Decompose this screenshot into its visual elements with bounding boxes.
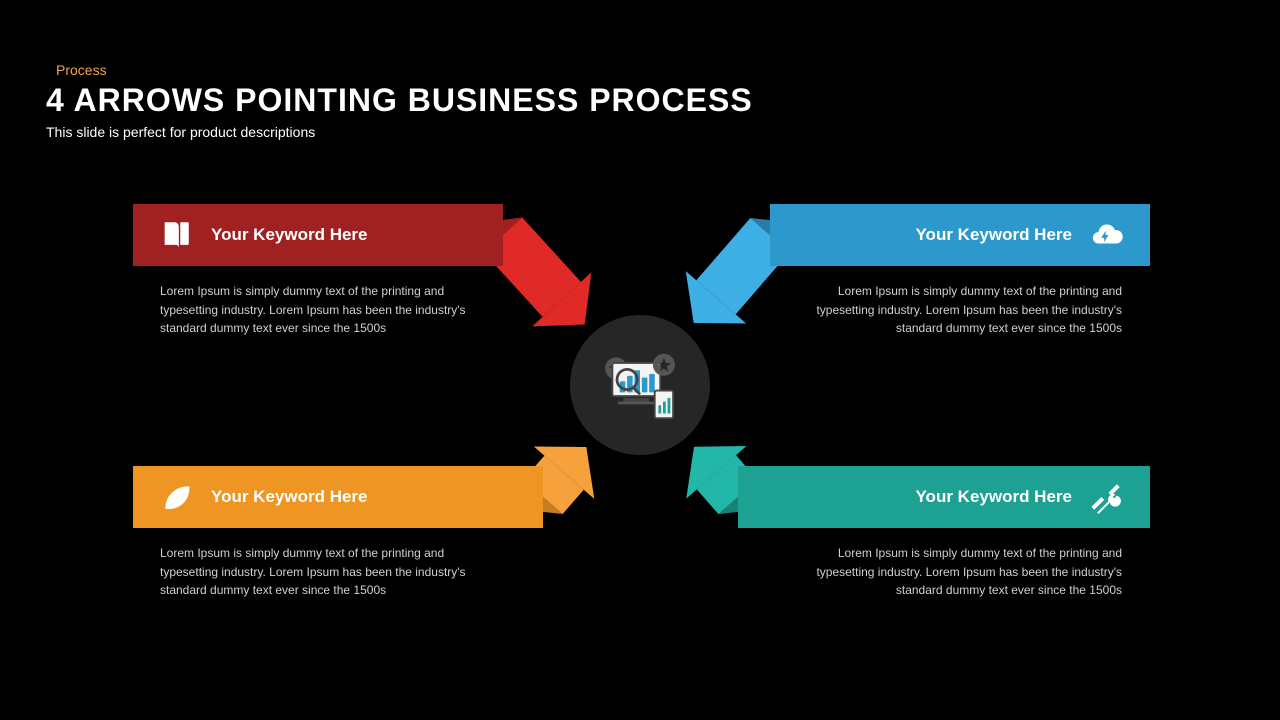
box-bl-label: Your Keyword Here — [211, 487, 368, 507]
box-top-right: Your Keyword Here — [770, 204, 1150, 266]
center-hub — [562, 307, 718, 463]
book-icon — [159, 218, 193, 252]
cloud-icon — [1090, 218, 1124, 252]
box-tl-label: Your Keyword Here — [211, 225, 368, 245]
tools-icon — [1090, 480, 1124, 514]
analytics-icon — [594, 339, 686, 431]
desc-bottom-left: Lorem Ipsum is simply dummy text of the … — [160, 544, 492, 600]
desc-top-left: Lorem Ipsum is simply dummy text of the … — [160, 282, 470, 338]
desc-top-right: Lorem Ipsum is simply dummy text of the … — [812, 282, 1122, 338]
desc-bottom-right: Lorem Ipsum is simply dummy text of the … — [790, 544, 1122, 600]
leaf-icon — [159, 480, 193, 514]
box-bottom-right: Your Keyword Here — [738, 466, 1150, 528]
box-br-label: Your Keyword Here — [915, 487, 1072, 507]
box-bottom-left: Your Keyword Here — [133, 466, 543, 528]
box-tr-label: Your Keyword Here — [915, 225, 1072, 245]
box-top-left: Your Keyword Here — [133, 204, 503, 266]
slide: { "colors": { "bg": "#000000", "kicker":… — [0, 0, 1280, 720]
